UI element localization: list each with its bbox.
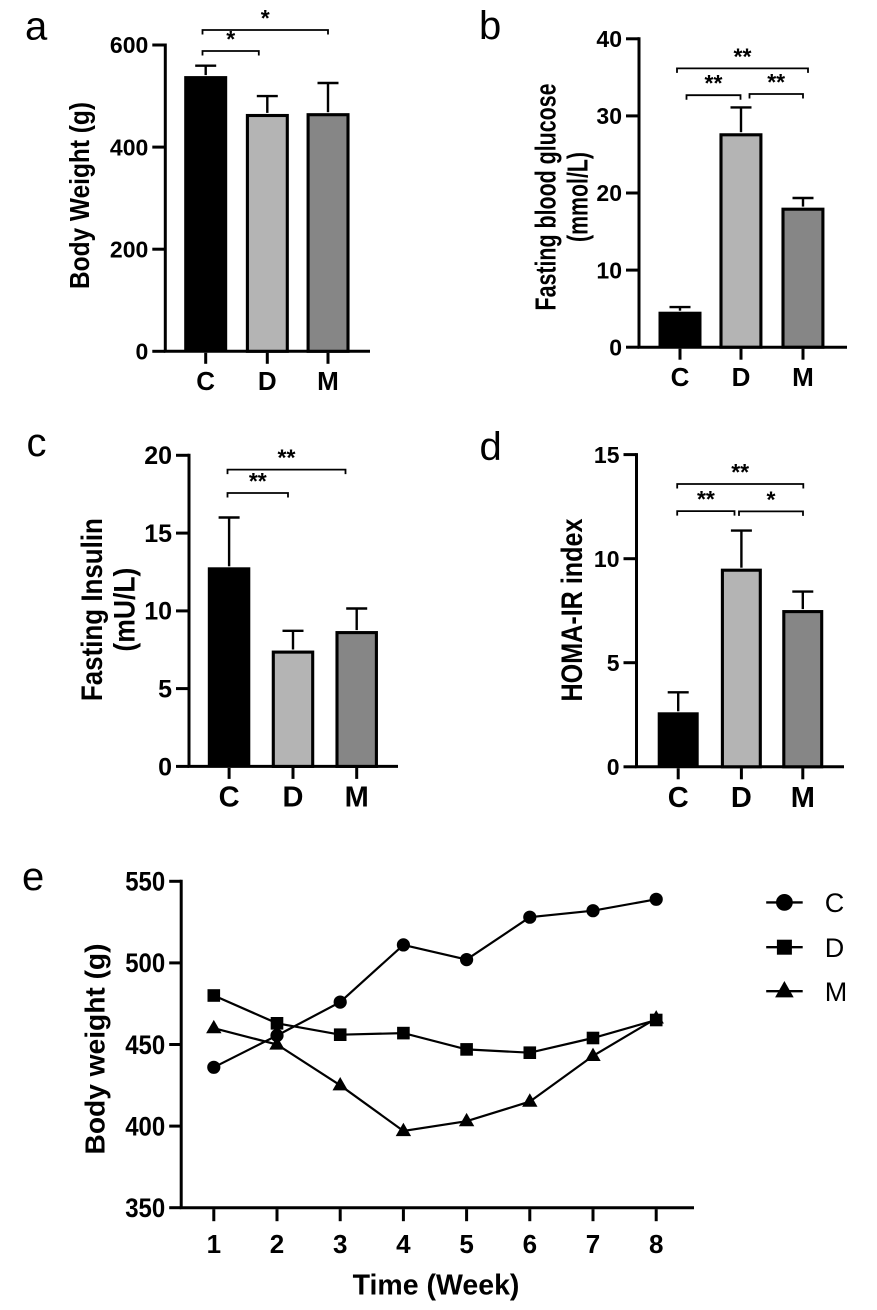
svg-text:**: ** xyxy=(697,486,715,512)
svg-text:**: ** xyxy=(249,468,267,494)
svg-text:C: C xyxy=(219,782,240,814)
svg-text:**: ** xyxy=(705,70,723,96)
svg-text:20: 20 xyxy=(144,442,172,470)
svg-text:D: D xyxy=(258,366,277,396)
svg-text:**: ** xyxy=(278,445,296,471)
svg-text:HOMA-IR index: HOMA-IR index xyxy=(556,518,589,701)
svg-text:*: * xyxy=(767,486,776,512)
svg-text:10: 10 xyxy=(144,598,172,626)
svg-text:C: C xyxy=(671,362,690,392)
svg-text:1: 1 xyxy=(207,1229,221,1259)
svg-text:**: ** xyxy=(731,459,749,485)
svg-text:D: D xyxy=(732,362,751,392)
svg-text:6: 6 xyxy=(523,1229,537,1259)
svg-text:0: 0 xyxy=(607,754,620,780)
svg-text:10: 10 xyxy=(596,257,622,283)
svg-text:4: 4 xyxy=(396,1229,411,1259)
svg-text:7: 7 xyxy=(586,1229,600,1259)
svg-text:a: a xyxy=(25,5,48,49)
svg-text:Body weight (g): Body weight (g) xyxy=(80,944,111,1155)
svg-text:30: 30 xyxy=(596,103,622,129)
svg-text:(mU/L): (mU/L) xyxy=(109,568,142,652)
svg-text:500: 500 xyxy=(125,948,165,978)
svg-text:*: * xyxy=(226,26,235,52)
svg-text:d: d xyxy=(480,425,502,469)
svg-text:350: 350 xyxy=(125,1193,165,1223)
svg-text:M: M xyxy=(792,362,814,392)
svg-text:5: 5 xyxy=(158,676,172,704)
svg-text:450: 450 xyxy=(125,1030,165,1060)
svg-text:Time (Week): Time (Week) xyxy=(353,1270,520,1302)
svg-text:40: 40 xyxy=(596,26,622,52)
svg-text:c: c xyxy=(27,421,47,465)
svg-text:C: C xyxy=(196,366,215,396)
svg-text:5: 5 xyxy=(459,1229,473,1259)
svg-text:5: 5 xyxy=(607,650,620,676)
svg-text:15: 15 xyxy=(594,442,620,468)
svg-text:M: M xyxy=(825,977,848,1007)
svg-text:15: 15 xyxy=(144,520,172,548)
svg-text:200: 200 xyxy=(110,236,148,262)
svg-text:2: 2 xyxy=(270,1229,284,1259)
svg-text:D: D xyxy=(283,782,304,814)
svg-text:20: 20 xyxy=(596,180,622,206)
svg-text:**: ** xyxy=(767,69,785,95)
svg-text:**: ** xyxy=(734,43,752,69)
svg-text:*: * xyxy=(261,5,270,31)
svg-text:e: e xyxy=(22,855,44,899)
svg-text:M: M xyxy=(317,366,339,396)
svg-text:C: C xyxy=(825,888,845,918)
svg-text:0: 0 xyxy=(136,339,149,365)
svg-text:0: 0 xyxy=(158,753,172,781)
svg-text:M: M xyxy=(791,782,815,814)
svg-text:C: C xyxy=(668,782,689,814)
svg-text:Fasting blood glucose: Fasting blood glucose xyxy=(531,84,563,311)
svg-text:Body Weight (g): Body Weight (g) xyxy=(64,102,95,289)
svg-text:10: 10 xyxy=(594,546,620,572)
svg-text:D: D xyxy=(825,933,845,963)
svg-text:600: 600 xyxy=(110,32,148,58)
svg-text:Fasting Insulin: Fasting Insulin xyxy=(76,518,109,701)
svg-text:D: D xyxy=(731,782,752,814)
svg-text:M: M xyxy=(345,782,369,814)
svg-text:550: 550 xyxy=(125,867,165,897)
svg-text:0: 0 xyxy=(609,334,622,360)
svg-text:8: 8 xyxy=(649,1229,663,1259)
svg-text:400: 400 xyxy=(110,134,148,160)
svg-text:400: 400 xyxy=(125,1111,165,1141)
svg-text:3: 3 xyxy=(333,1229,347,1259)
svg-text:(mmol/L): (mmol/L) xyxy=(562,152,594,242)
svg-text:b: b xyxy=(479,4,501,48)
